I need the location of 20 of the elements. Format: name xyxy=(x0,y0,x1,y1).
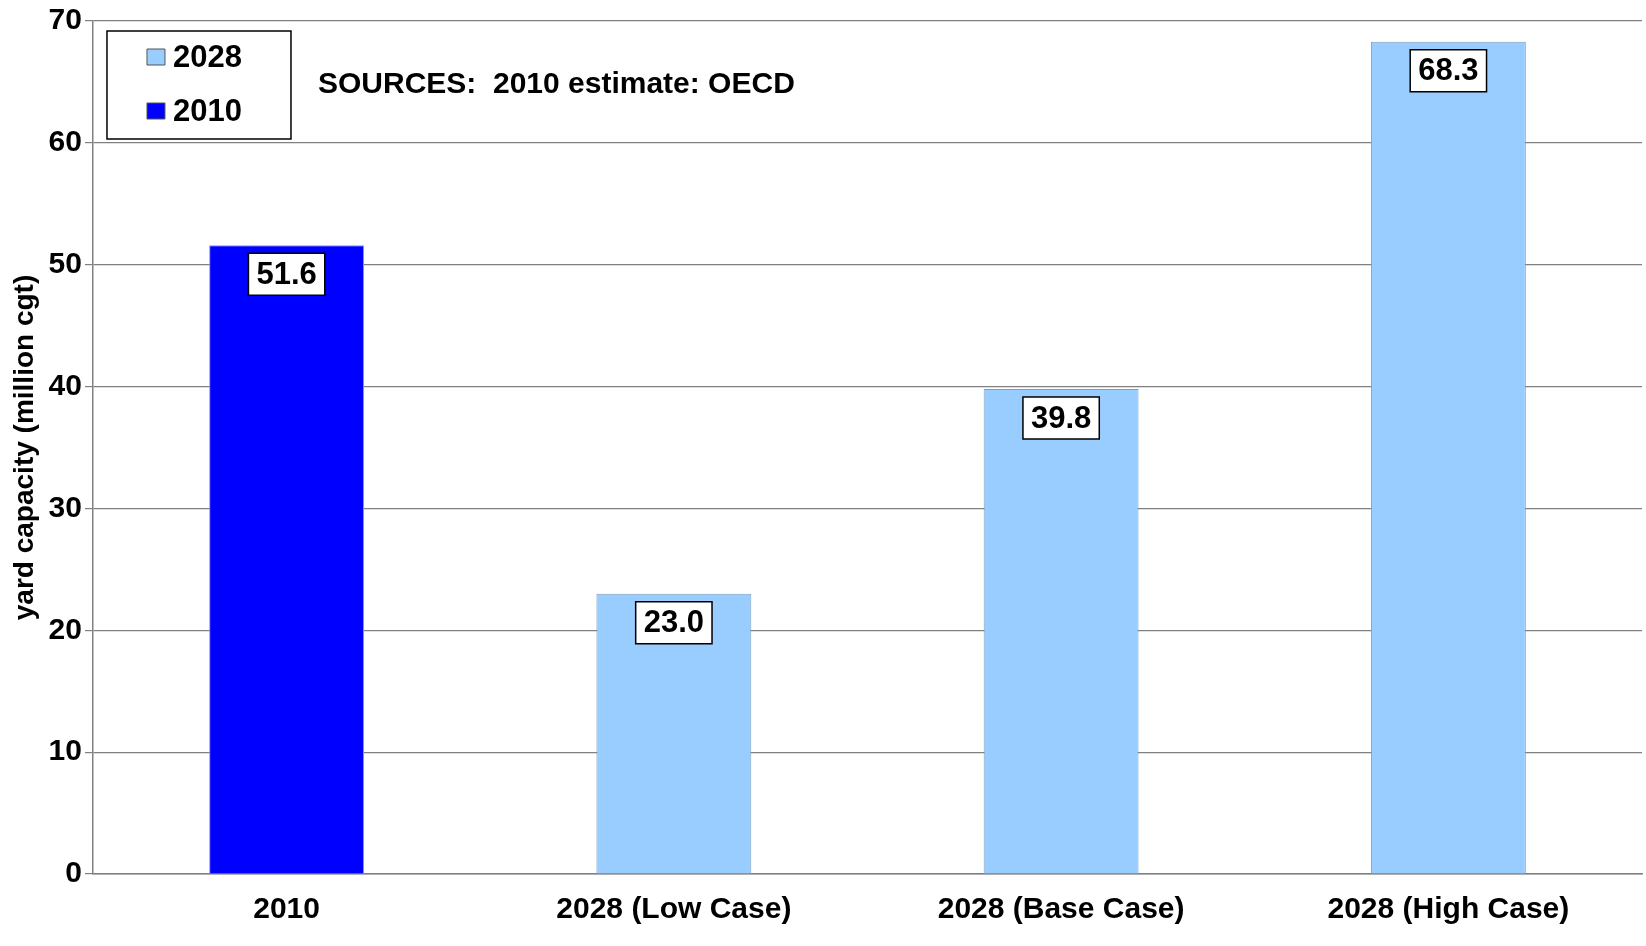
x-tick-label: 2028 (Base Case) xyxy=(937,891,1185,925)
data-label: 51.6 xyxy=(256,255,317,291)
y-tick-label: 10 xyxy=(48,733,82,767)
y-tick-label: 30 xyxy=(48,489,82,523)
y-tick-label: 70 xyxy=(48,2,82,36)
x-tick-label: 2010 xyxy=(253,891,320,925)
x-tick-label: 2028 (High Case) xyxy=(1327,891,1570,925)
data-label: 68.3 xyxy=(1418,52,1479,88)
legend-label: 2010 xyxy=(172,92,242,128)
x-tick-label: 2028 (Low Case) xyxy=(556,891,792,925)
annotation: SOURCES: 2010 estimate: OECD xyxy=(317,66,795,100)
legend-label: 2028 xyxy=(172,38,242,74)
y-tick-label: 60 xyxy=(48,124,82,158)
data-label: 39.8 xyxy=(1030,399,1092,435)
y-tick-label: 0 xyxy=(65,855,82,889)
y-tick-label: 40 xyxy=(48,367,82,401)
y-axis-title: yard capacity (million cgt) xyxy=(7,274,39,621)
data-label: 23.0 xyxy=(643,604,705,640)
y-tick-label: 20 xyxy=(48,611,82,645)
y-tick-label: 50 xyxy=(48,245,82,279)
